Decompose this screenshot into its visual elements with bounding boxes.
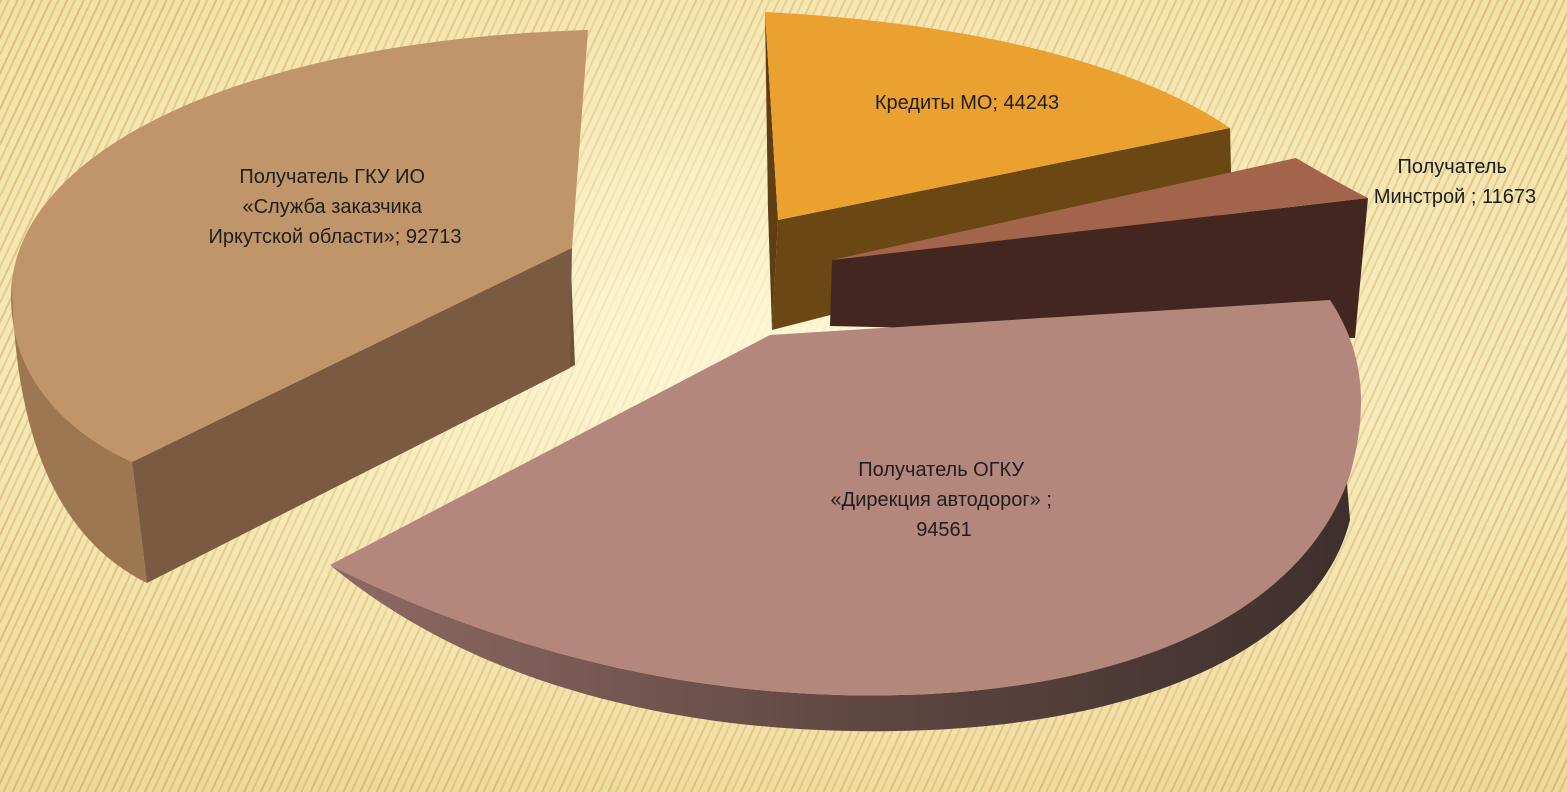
slice-label-sluzhba-zakazchika: Получатель ГКУ ИО «Служба заказчика Ирку… <box>209 166 462 248</box>
pie-slice-direktsiya-avtodorog <box>330 300 1362 732</box>
label-line: 94561 <box>916 519 972 541</box>
slice-label-direktsiya-avtodorog: Получатель ОГКУ «Дирекция автодорог» ; 9… <box>831 459 1058 541</box>
slice-top <box>11 30 589 462</box>
pie-slice-sluzhba-zakazchika <box>10 30 589 583</box>
label-line: Иркутской области»; 92713 <box>209 226 462 248</box>
label-line: Получатель ОГКУ <box>858 459 1024 481</box>
slice-label-minstroy: Получатель Минстрой ; 11673 <box>1374 156 1536 208</box>
slice-top <box>765 12 1230 220</box>
slice-side <box>830 198 1368 338</box>
slice-top <box>330 300 1362 696</box>
slice-inner-wall <box>765 12 778 330</box>
label-line: Получатель ГКУ ИО <box>239 166 425 188</box>
slice-top <box>832 158 1368 260</box>
slice-outer-edge <box>11 280 147 583</box>
label-line: «Служба заказчика <box>242 196 422 218</box>
label-line: Минстрой ; 11673 <box>1374 186 1536 208</box>
label-line: Кредиты МО; 44243 <box>875 92 1059 114</box>
slice-inner-wall <box>132 248 572 583</box>
label-line: Получатель <box>1398 156 1507 178</box>
slice-label-kredity-mo: Кредиты МО; 44243 <box>875 92 1059 114</box>
label-line: «Дирекция автодорог» ; <box>831 489 1052 511</box>
pie-slice-minstroy <box>830 158 1368 338</box>
